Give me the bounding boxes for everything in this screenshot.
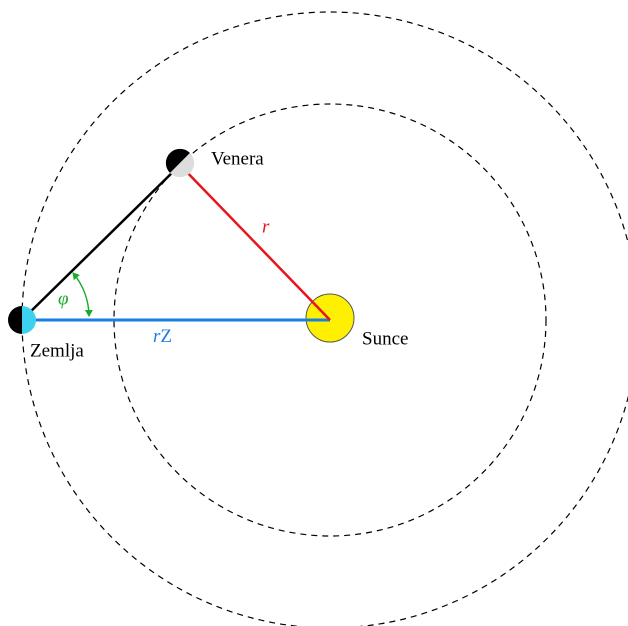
phi-label: φ	[58, 288, 69, 309]
angle-arc	[72, 272, 93, 317]
venus	[165, 148, 195, 178]
r-earth-label: rZ	[153, 326, 172, 347]
r-symbol: r	[153, 326, 161, 347]
sun-label: Sunce	[362, 328, 408, 349]
r-subscript: Z	[160, 326, 172, 347]
earth	[8, 306, 36, 334]
r-label: r	[262, 216, 270, 237]
venus-label: Venera	[211, 148, 264, 169]
earth-venus-line	[21, 164, 181, 321]
earth-label: Zemlja	[30, 340, 84, 361]
venus-sun-line	[179, 164, 331, 321]
venus-orbit	[113, 103, 547, 537]
